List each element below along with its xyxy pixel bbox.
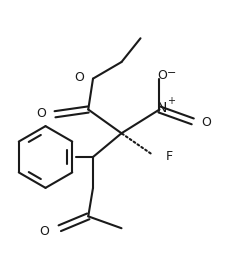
Text: N: N: [157, 101, 167, 115]
Text: O: O: [39, 225, 49, 238]
Text: O: O: [74, 71, 84, 84]
Text: F: F: [165, 150, 173, 163]
Text: O: O: [201, 116, 211, 129]
Text: O: O: [157, 68, 167, 82]
Text: O: O: [36, 107, 46, 120]
Text: −: −: [167, 68, 176, 78]
Text: +: +: [167, 96, 175, 106]
